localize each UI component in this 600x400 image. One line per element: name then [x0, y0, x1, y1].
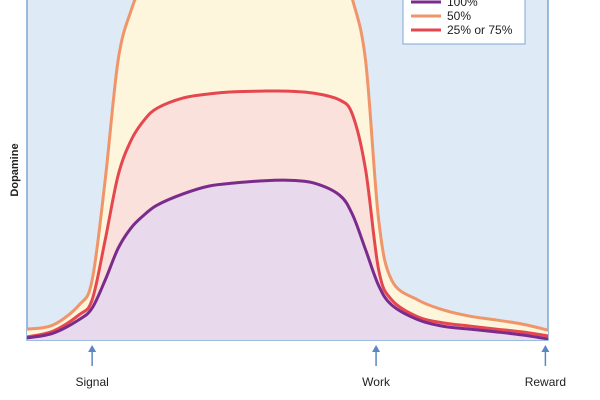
legend-box — [402, 0, 526, 45]
legend-label: 100% — [447, 0, 478, 9]
marker-arrowhead — [541, 345, 550, 352]
line — [27, 178, 548, 340]
marker-arrowhead — [88, 345, 97, 352]
marker-label: Reward — [525, 375, 566, 389]
legend: 100%50%25% or 75% — [402, 0, 526, 45]
plot — [27, 0, 548, 340]
line — [27, 89, 548, 339]
marker-arrowhead — [372, 345, 381, 352]
y-axis-label: Dopamine — [9, 143, 21, 196]
legend-label: 25% or 75% — [447, 23, 513, 37]
legend-label: 50% — [447, 9, 471, 23]
line — [27, 0, 548, 332]
area — [27, 180, 548, 340]
marker-label: Work — [362, 375, 391, 389]
marker-label: Signal — [75, 375, 108, 389]
